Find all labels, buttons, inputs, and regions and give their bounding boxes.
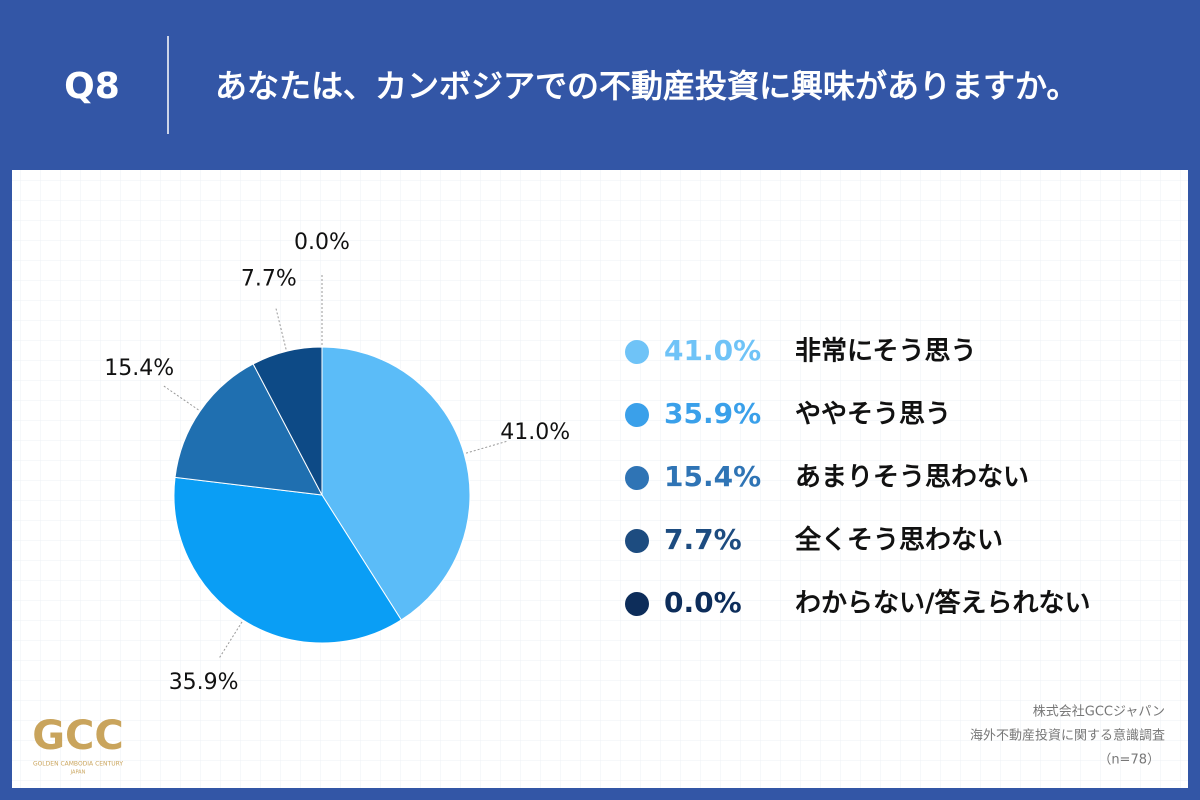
source-line: 株式会社GCCジャパン <box>1033 704 1165 720</box>
logo: GCC GOLDEN CAMBODIA CENTURY JAPAN <box>32 713 124 776</box>
legend-label: 非常にそう思う <box>795 337 976 367</box>
data-label: 15.4% <box>104 356 174 381</box>
data-label: 41.0% <box>500 420 570 445</box>
legend-swatch <box>625 340 649 364</box>
source-line: （n=78） <box>1098 753 1160 768</box>
leader-line <box>163 385 199 411</box>
legend-label: 全くそう思わない <box>794 525 1003 556</box>
pie-slice <box>321 346 471 621</box>
legend-value: 0.0% <box>664 586 742 619</box>
question-title: あなたは、カンボジアでの不動産投資に興味がありますか。 <box>215 67 1078 105</box>
legend-swatch <box>625 529 649 553</box>
legend-label: ややそう思う <box>795 400 951 430</box>
question-number: Q8 <box>64 66 120 107</box>
logo-name: GOLDEN CAMBODIA CENTURY <box>33 761 123 768</box>
logo-mark: GCC <box>32 713 124 759</box>
legend-value: 35.9% <box>664 397 761 430</box>
leader-line <box>465 440 507 454</box>
legend-value: 7.7% <box>664 523 742 556</box>
legend-swatch <box>625 466 649 490</box>
data-label: 0.0% <box>294 230 350 255</box>
data-label: 7.7% <box>241 266 297 291</box>
leader-line <box>275 308 287 350</box>
legend-swatch <box>625 592 649 616</box>
legend-value: 15.4% <box>664 460 761 493</box>
legend-swatch <box>625 403 649 427</box>
source-line: 海外不動産投資に関する意識調査 <box>970 728 1165 744</box>
logo-sub: JAPAN <box>70 770 86 776</box>
legend-label: あまりそう思わない <box>795 463 1029 493</box>
legend-label: わからない/答えられない <box>795 588 1091 619</box>
pie-slice <box>174 363 323 496</box>
leader-line <box>219 621 243 658</box>
legend-value: 41.0% <box>664 334 761 367</box>
pie-slice <box>173 476 402 644</box>
data-label: 35.9% <box>169 670 239 695</box>
